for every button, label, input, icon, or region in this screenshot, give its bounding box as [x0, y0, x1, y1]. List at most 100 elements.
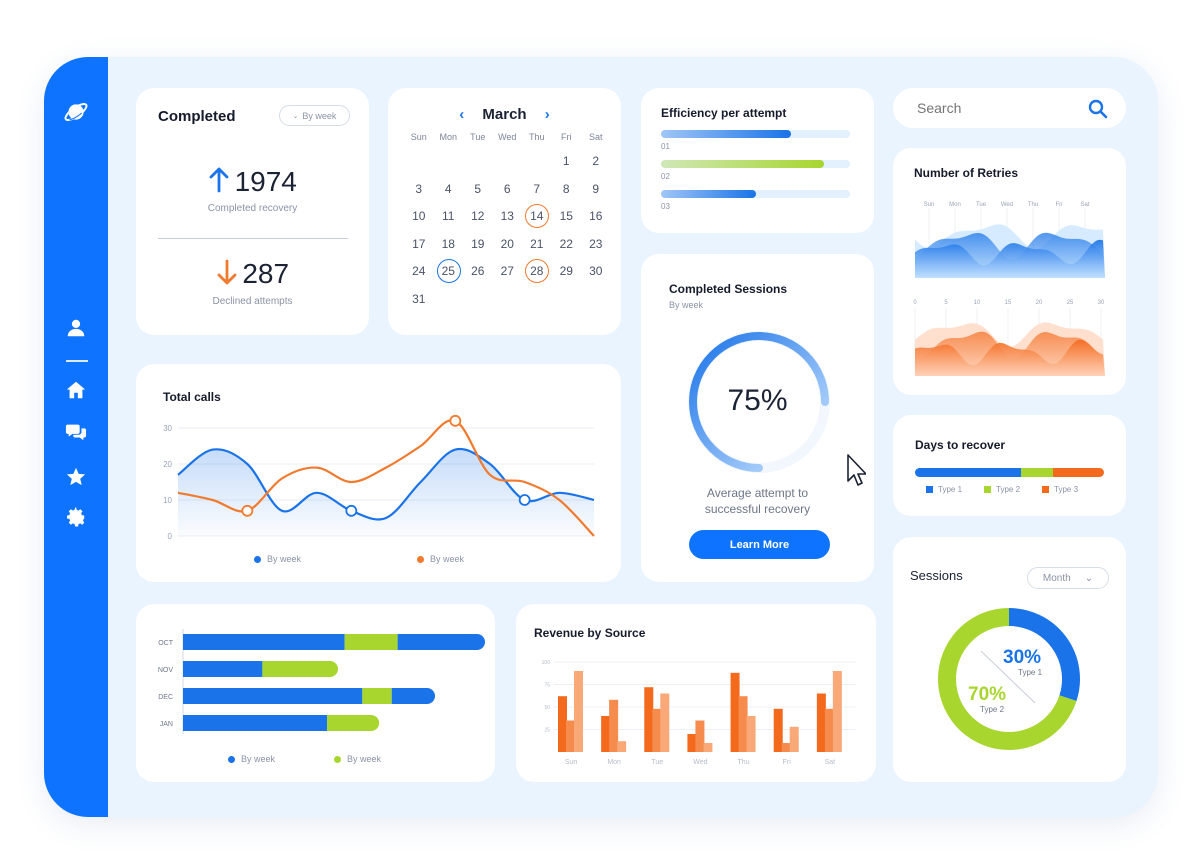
weekday-label: Tue — [470, 132, 486, 142]
recovery-value: 1974 — [234, 166, 297, 197]
y-tick-label: 10 — [163, 496, 172, 505]
calendar-day[interactable]: 23 — [589, 236, 603, 251]
category-label: Sat — [825, 759, 836, 766]
calendar-empty — [493, 148, 523, 176]
revenue-bar — [695, 720, 705, 752]
donut-percent-type2: 70% — [968, 684, 1007, 705]
y-tick-label: 30 — [163, 424, 172, 433]
category-label: Tue — [651, 759, 663, 766]
revenue-bar — [832, 671, 842, 752]
calendar-header: ‹ March › — [388, 106, 621, 123]
calendar-day[interactable]: 14 — [522, 203, 552, 231]
completed-filter[interactable]: ⌄ By week — [279, 105, 350, 126]
calendar-day[interactable]: 25 — [434, 258, 464, 286]
stack-segment — [183, 688, 363, 704]
calendar-day[interactable]: 17 — [412, 236, 426, 251]
calendar-day[interactable]: 3 — [415, 181, 423, 196]
recovery-label: Completed recovery — [207, 203, 298, 214]
calendar-day[interactable]: 8 — [562, 181, 570, 196]
revenue-bar — [601, 716, 611, 752]
donut-label-type1: Type 1 — [1018, 668, 1043, 677]
chat-icon[interactable] — [62, 418, 90, 446]
donut-label-type2: Type 2 — [980, 705, 1005, 714]
planet-icon[interactable] — [62, 98, 90, 126]
category-label: Fri — [783, 759, 792, 766]
calendar-day[interactable]: 22 — [559, 236, 573, 251]
search-input[interactable] — [917, 98, 1077, 118]
divider — [158, 238, 348, 239]
efficiency-card: Efficiency per attempt 01 02 03 — [641, 88, 874, 233]
calendar-empty — [522, 148, 552, 176]
revenue-bar — [824, 708, 834, 752]
revenue-bar — [773, 708, 783, 752]
calendar-empty — [463, 286, 493, 314]
revenue-bar — [660, 693, 670, 752]
revenue-bar — [781, 743, 791, 752]
sessions-caption: Average attempt to successful recovery — [704, 486, 811, 516]
monthly-bars-chart: OCT NOV DEC JAN — [158, 629, 485, 734]
stack-segment — [183, 715, 328, 731]
calendar-day[interactable]: 27 — [500, 264, 514, 279]
retries-chart: Sun Mon Tue Wed Thu Fri Sat 0 5 10 15 20 25 30 — [913, 202, 1105, 376]
legend-dot — [334, 756, 341, 764]
calendar-day[interactable]: 31 — [412, 291, 426, 306]
calendar-day[interactable]: 24 — [412, 264, 426, 279]
donut-divider — [980, 650, 1036, 704]
category-label: Mon — [607, 759, 621, 766]
category-label: JAN — [160, 721, 173, 728]
chevron-right-icon[interactable]: › — [544, 106, 550, 123]
calendar-day[interactable]: 26 — [471, 264, 485, 279]
retries-tick-label: 30 — [1098, 300, 1105, 306]
revenue-bar — [609, 699, 619, 752]
sessions-donut-chart — [938, 608, 1080, 750]
star-icon[interactable] — [62, 463, 90, 491]
calendar-day[interactable]: 29 — [559, 264, 573, 279]
days-segment — [1020, 468, 1053, 477]
calendar-day[interactable]: 21 — [530, 236, 544, 251]
weekday-label: Wed — [498, 132, 517, 142]
calendar-day[interactable]: 1 — [562, 154, 570, 168]
calendar-day[interactable]: 12 — [471, 209, 485, 224]
total-calls-title: Total calls — [163, 390, 221, 404]
user-icon[interactable] — [62, 314, 90, 342]
calendar-day[interactable]: 10 — [412, 209, 426, 224]
search-icon[interactable] — [1088, 99, 1108, 124]
chevron-left-icon[interactable]: ‹ — [459, 106, 465, 123]
calendar-empty — [552, 286, 582, 314]
calendar-day[interactable]: 15 — [559, 209, 573, 224]
calendar-day[interactable]: 16 — [589, 209, 603, 224]
sessions-card-title: Completed Sessions — [669, 282, 788, 296]
retries-tick-label: Sat — [1080, 202, 1089, 208]
retries-tick-label: Thu — [1028, 202, 1038, 208]
retries-tick-label: Sun — [924, 202, 935, 208]
calendar-day[interactable]: 28 — [522, 258, 552, 286]
month-select[interactable]: Month ⌄ — [1027, 567, 1109, 589]
data-point — [449, 414, 462, 427]
calendar-day[interactable]: 19 — [471, 236, 485, 251]
home-icon[interactable] — [62, 376, 90, 404]
gear-icon[interactable] — [62, 503, 90, 531]
calendar-day[interactable]: 30 — [589, 264, 603, 279]
calendar-day[interactable]: 5 — [474, 181, 482, 196]
stack-segment — [327, 715, 372, 731]
calendar-day[interactable]: 2 — [592, 154, 600, 168]
days-segment — [1052, 468, 1104, 477]
calendar-day[interactable]: 4 — [444, 181, 452, 196]
calendar-day[interactable]: 13 — [500, 209, 514, 224]
learn-more-button[interactable]: Learn More — [689, 530, 830, 559]
revenue-bar — [566, 720, 575, 752]
retries-tick-label: 15 — [1005, 300, 1012, 306]
calendar-day[interactable]: 7 — [533, 181, 541, 196]
efficiency-bar-fill — [661, 160, 824, 168]
sessions-donut-title: Sessions — [910, 568, 963, 583]
calendar-empty — [581, 286, 611, 314]
calendar-day[interactable]: 11 — [442, 209, 455, 224]
retries-tick-label: Fri — [1056, 202, 1063, 208]
total-calls-chart: 0 10 20 30 — [163, 414, 595, 541]
calendar-day[interactable]: 6 — [503, 181, 511, 196]
calendar-day[interactable]: 18 — [441, 236, 455, 251]
calendar-day[interactable]: 9 — [592, 181, 600, 196]
efficiency-bar-label: 01 — [661, 142, 670, 151]
calendar-day[interactable]: 20 — [500, 236, 514, 251]
cursor-icon — [846, 453, 867, 492]
